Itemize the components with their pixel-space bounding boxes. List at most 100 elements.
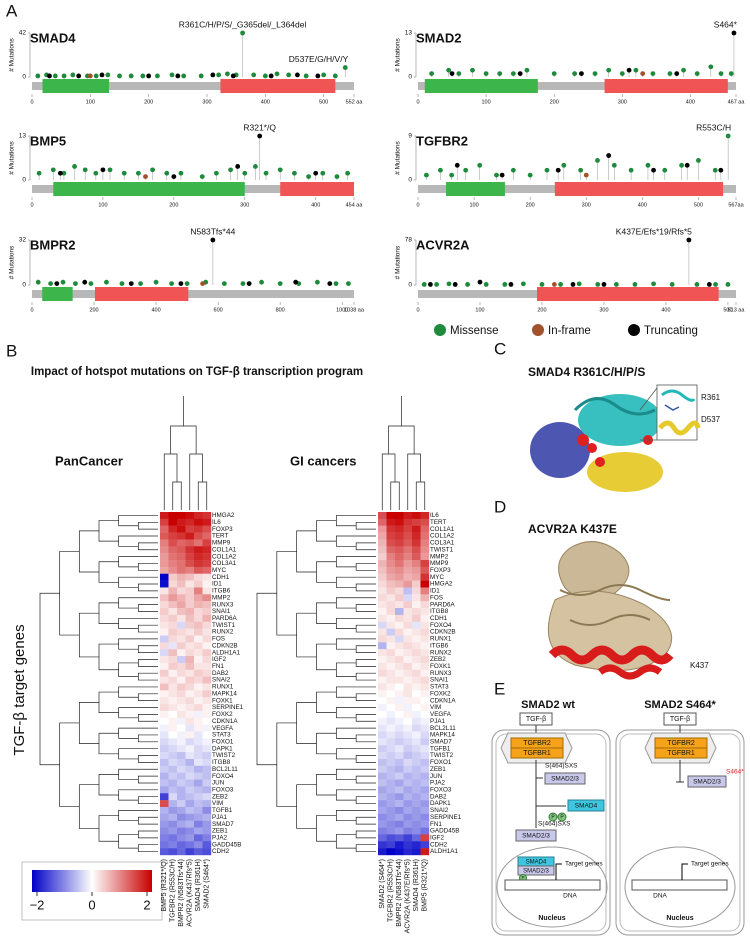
heatmap-cell xyxy=(378,690,387,698)
heatmap-cell xyxy=(177,560,186,568)
heatmap-cell xyxy=(160,738,169,746)
dendrogram xyxy=(137,645,158,653)
gene-name: SMAD2 xyxy=(416,30,462,45)
gene-label: MYC xyxy=(212,567,226,574)
lollipop-head xyxy=(104,279,109,285)
heatmap-cell xyxy=(194,621,203,629)
heatmap-cell xyxy=(177,758,186,767)
heatmap-cell xyxy=(185,793,195,801)
heatmap-cell xyxy=(378,758,387,767)
gene-name: TGFBR2 xyxy=(416,133,468,148)
gene-label: RUNX3 xyxy=(212,601,234,608)
heatmap-cell xyxy=(202,594,212,602)
heatmap-cell xyxy=(395,772,404,780)
lollipop-head xyxy=(93,73,99,79)
gene-label: SMAD7 xyxy=(212,821,234,828)
heatmap-cell xyxy=(177,724,186,732)
x-tick-label: 800 xyxy=(276,307,285,313)
x-tick-label: 200 xyxy=(537,307,546,313)
heatmap-cell xyxy=(412,669,421,677)
heatmap-cell xyxy=(403,662,413,670)
x-tick-label: 100 xyxy=(86,99,95,105)
heatmap-cell xyxy=(202,717,212,725)
heatmap-cell xyxy=(386,628,396,636)
gene-label: FOXO1 xyxy=(212,738,234,745)
heatmap-cell xyxy=(160,717,169,725)
colorbar-tick-label: −2 xyxy=(30,897,45,912)
heatmap-cell xyxy=(185,566,195,574)
heatmap-cell xyxy=(412,697,421,705)
heatmap-cell xyxy=(412,772,421,780)
lollipop-head xyxy=(497,71,503,77)
heatmap-cell xyxy=(395,834,404,842)
heatmap-cell xyxy=(168,587,178,595)
heatmap-cell xyxy=(160,518,169,526)
lollipop-head xyxy=(128,281,134,286)
dendrogram xyxy=(98,815,119,842)
heatmap-cell xyxy=(160,704,169,712)
heatmap-cell xyxy=(160,779,169,787)
heatmap-cell xyxy=(412,717,421,725)
heatmap-cell xyxy=(185,704,195,712)
lollipop-head xyxy=(662,167,668,173)
heatmap-cell xyxy=(386,573,396,581)
lollipop-head xyxy=(421,282,427,287)
dendrogram xyxy=(355,624,376,633)
gene-label: MYC xyxy=(430,574,444,581)
heatmap-cell xyxy=(386,697,396,705)
heatmap-cell xyxy=(386,608,396,616)
heatmap-cell xyxy=(194,649,203,657)
heatmap-cell xyxy=(412,614,421,622)
lollipop-head xyxy=(551,71,557,77)
gene-label: FOS xyxy=(212,636,225,643)
heatmap-cell xyxy=(185,820,195,828)
heatmap-cell xyxy=(412,546,421,554)
heatmap-cell xyxy=(194,786,203,794)
heatmap-cell xyxy=(403,683,413,691)
heatmap-cell xyxy=(386,512,396,520)
heatmap-cell xyxy=(420,621,430,629)
heatmap-cell xyxy=(395,628,404,636)
heatmap-cell xyxy=(378,642,387,650)
x-tick-label: 300 xyxy=(202,99,211,105)
heatmap-cell xyxy=(412,690,421,698)
heatmap-cell xyxy=(386,827,396,835)
heatmap-cell xyxy=(168,621,178,629)
heatmap-cell xyxy=(168,758,178,767)
heatmap-cell xyxy=(395,601,404,609)
lollipop-head xyxy=(713,282,718,287)
heatmap-cell xyxy=(160,786,169,794)
heatmap-cell xyxy=(403,841,413,849)
dendrogram xyxy=(137,714,158,722)
heatmap-cell xyxy=(378,539,387,547)
lollipop-head xyxy=(708,64,714,70)
heatmap-cell xyxy=(386,834,396,842)
heatmap-cell xyxy=(395,697,404,705)
gene-label: TWIST2 xyxy=(212,752,236,759)
heatmap-cell xyxy=(160,848,169,856)
heatmap-cell xyxy=(168,786,178,794)
heatmap-cell xyxy=(202,758,212,767)
heatmap-cell xyxy=(420,587,430,595)
lollipop-head xyxy=(175,73,181,79)
heatmap-cell xyxy=(378,594,387,602)
lollipop-head xyxy=(198,73,204,79)
heatmap-cell xyxy=(378,662,387,670)
heatmap-cell xyxy=(420,594,430,602)
heatmap-cell xyxy=(177,704,186,712)
lollipop-head xyxy=(640,71,646,77)
heatmap-cell xyxy=(420,662,430,670)
heatmap-cell xyxy=(378,669,387,677)
heatmap-cell xyxy=(168,697,178,705)
lollipop-head xyxy=(651,167,656,173)
x-tick-label: 400 xyxy=(686,99,695,105)
lollipop-head xyxy=(313,170,319,176)
protein-domain xyxy=(604,79,728,93)
heatmap-cell xyxy=(395,717,404,725)
heatmap-cell xyxy=(378,745,387,753)
gene-label: FOXK1 xyxy=(430,663,451,670)
heatmap-cell xyxy=(412,518,421,526)
gene-name: BMPR2 xyxy=(30,237,76,252)
heatmap-cell xyxy=(395,580,404,588)
heatmap-cell xyxy=(420,765,430,773)
